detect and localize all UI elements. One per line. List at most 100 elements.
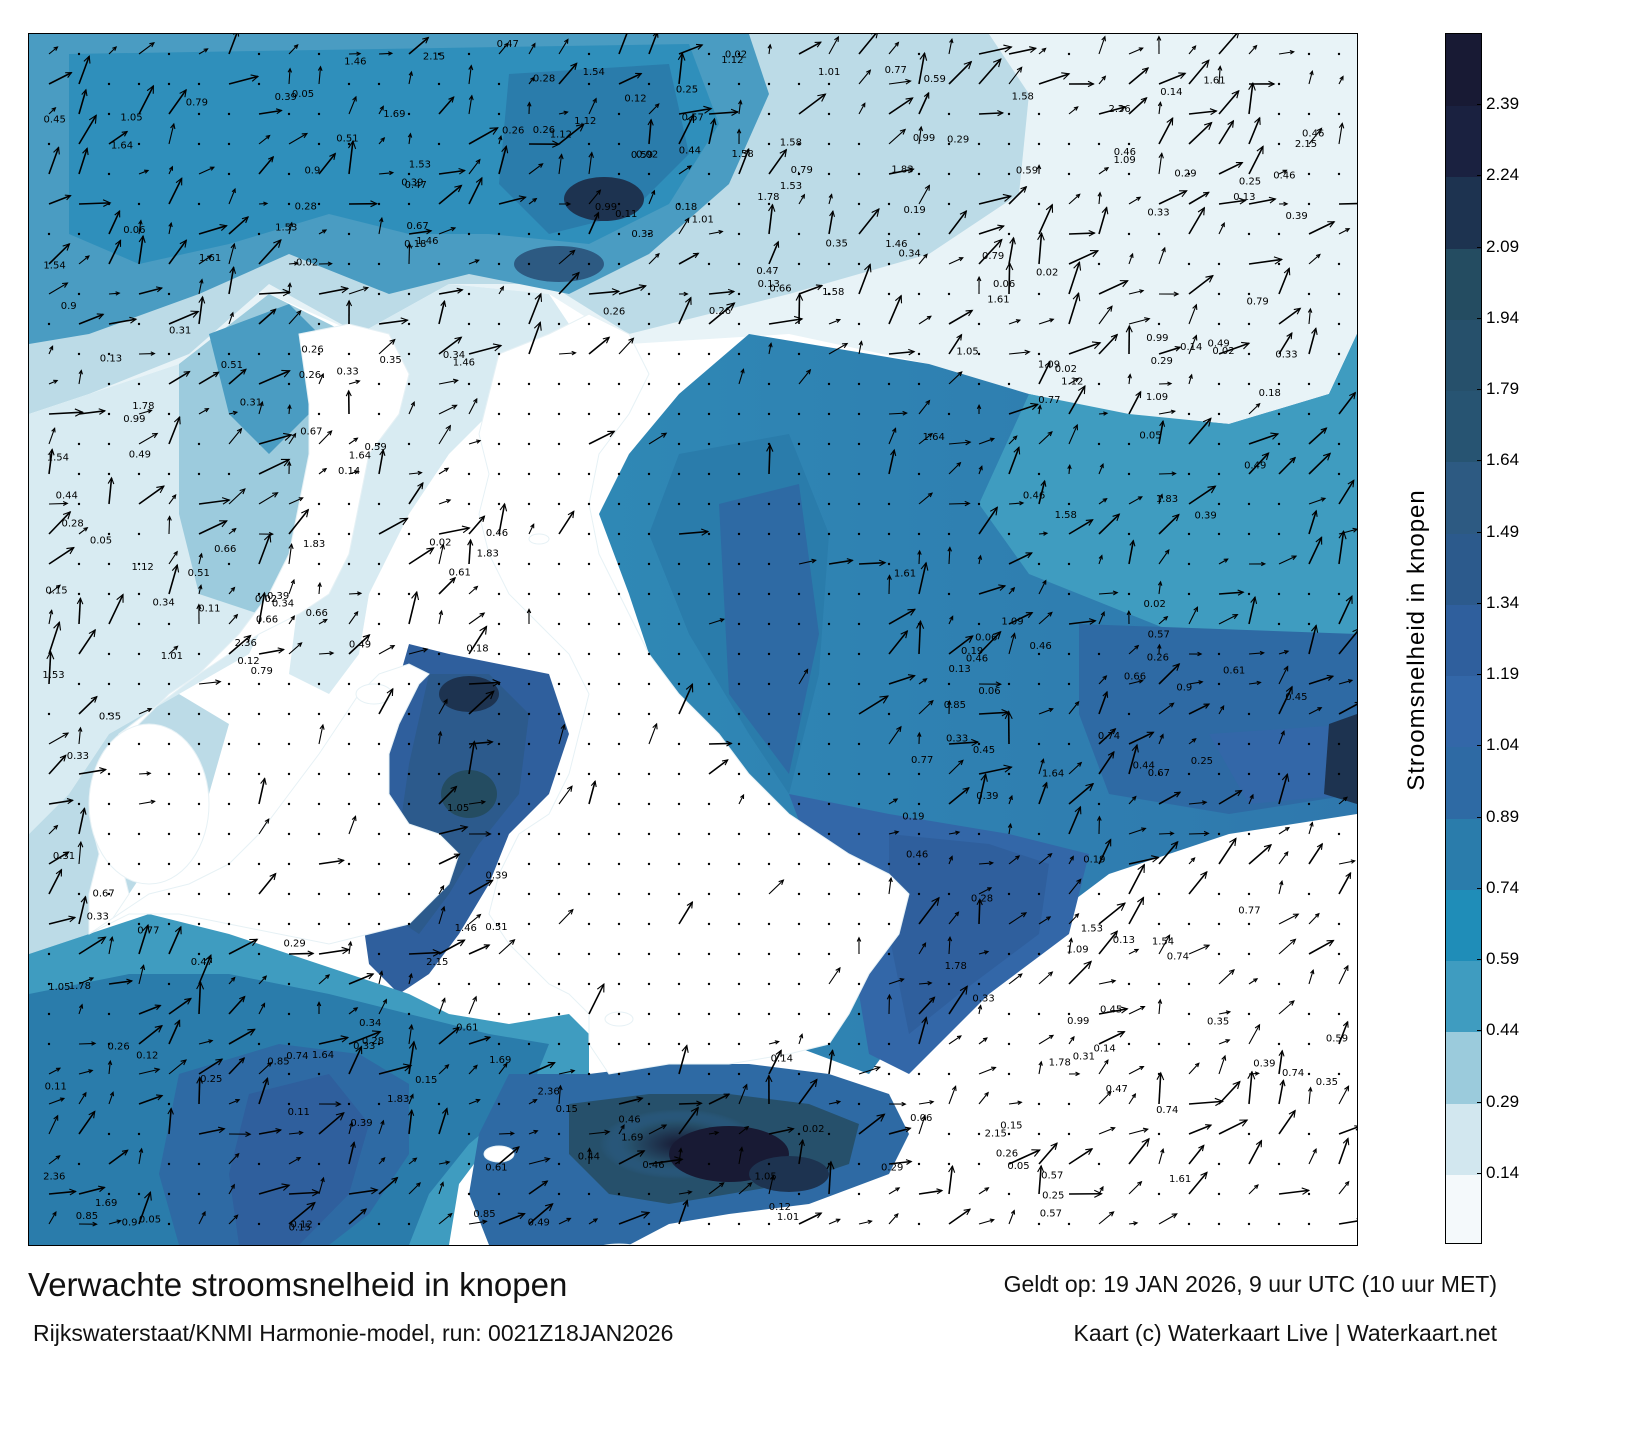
current-arrow xyxy=(1008,587,1015,595)
current-arrow xyxy=(408,951,440,955)
current-arrow-head xyxy=(1106,305,1113,312)
current-arrow-head xyxy=(1099,1185,1104,1191)
current-arrow xyxy=(948,831,960,835)
current-arrow-head xyxy=(142,923,150,933)
current-arrow-head xyxy=(1098,554,1103,560)
current-arrow-head xyxy=(1205,1124,1213,1130)
current-arrow xyxy=(918,92,930,115)
current-arrow-head xyxy=(112,46,118,51)
current-arrow-head xyxy=(886,574,892,581)
grid-dot xyxy=(467,1162,471,1166)
current-arrow xyxy=(828,1050,834,1075)
current-arrow xyxy=(738,1182,752,1195)
value-label: 0.14 xyxy=(338,466,360,477)
current-arrow xyxy=(1188,191,1210,205)
current-arrow xyxy=(198,166,215,175)
current-arrow-head xyxy=(167,515,172,521)
grid-dot xyxy=(407,322,411,326)
current-arrow xyxy=(318,229,327,235)
grid-dot xyxy=(77,502,81,506)
grid-dot xyxy=(617,592,621,596)
current-arrow-head xyxy=(1139,1065,1145,1071)
current-arrow-head xyxy=(1134,948,1140,953)
grid-dot xyxy=(917,292,921,296)
current-arrow xyxy=(1128,374,1131,385)
value-label: 0.25 xyxy=(1191,756,1213,767)
current-arrow-head xyxy=(527,101,532,107)
current-arrow xyxy=(678,297,692,325)
current-arrow xyxy=(1278,1050,1284,1075)
grid-dot xyxy=(947,1072,951,1076)
current-arrow xyxy=(588,430,615,445)
current-arrow xyxy=(228,996,246,1015)
current-arrow xyxy=(888,878,892,895)
grid-dot xyxy=(617,772,621,776)
current-arrow xyxy=(78,148,88,175)
current-arrow xyxy=(378,645,395,655)
grid-dot xyxy=(977,352,981,356)
current-speed-map[interactable]: 0.28 0.29 0.33 0.35 0.34 0.46 0.49 0.39 0.06 0.26… xyxy=(28,33,1358,1246)
current-arrow xyxy=(318,948,349,955)
grid-dot xyxy=(137,142,141,146)
current-arrow-head xyxy=(432,949,442,957)
current-arrow xyxy=(858,34,877,55)
grid-dot xyxy=(287,172,291,176)
current-arrow xyxy=(888,798,898,805)
current-arrow-head xyxy=(53,1114,59,1121)
colorbar-band xyxy=(1446,1173,1481,1243)
grid-dot xyxy=(647,502,651,506)
current-arrow xyxy=(1128,731,1154,745)
current-arrow xyxy=(198,408,209,415)
current-arrow-head xyxy=(929,996,936,1003)
grid-dot xyxy=(707,442,711,446)
grid-dot xyxy=(137,1192,141,1196)
grid-dot xyxy=(737,592,741,596)
grid-dot xyxy=(977,1132,981,1136)
current-arrow-head xyxy=(917,731,922,737)
current-arrow xyxy=(678,683,694,715)
current-arrow-head xyxy=(947,699,952,706)
current-arrow xyxy=(1338,965,1349,985)
current-arrow-head xyxy=(569,249,576,256)
current-arrow xyxy=(1218,1039,1230,1045)
grid-dot xyxy=(827,802,831,806)
current-arrow xyxy=(1128,897,1145,925)
current-arrow xyxy=(108,318,137,325)
current-arrow-head xyxy=(232,410,239,416)
current-arrow-head xyxy=(956,1035,962,1040)
current-arrow xyxy=(828,1218,840,1225)
current-arrow-head xyxy=(959,209,968,219)
grid-dot xyxy=(1337,352,1341,356)
current-arrow xyxy=(1008,447,1020,475)
grid-dot xyxy=(167,712,171,716)
current-arrow-head xyxy=(236,427,243,434)
grid-dot xyxy=(107,562,111,566)
grid-dot xyxy=(857,922,861,926)
grid-dot xyxy=(167,742,171,746)
current-arrow-head xyxy=(297,642,303,647)
grid-dot xyxy=(797,1132,801,1136)
current-arrow xyxy=(1188,59,1210,85)
grid-dot xyxy=(947,892,951,896)
grid-dot xyxy=(917,1222,921,1226)
current-arrow-head xyxy=(503,1062,508,1068)
value-label: 0.99 xyxy=(1146,333,1168,344)
current-arrow xyxy=(1038,204,1054,235)
current-arrow xyxy=(348,380,360,385)
current-arrow xyxy=(498,939,515,955)
value-label: 0.66 xyxy=(306,608,328,619)
grid-dot xyxy=(107,1042,111,1046)
map-canvas: 0.280.290.330.350.340.460.490.390.060.26… xyxy=(29,34,1357,1245)
grid-dot xyxy=(647,892,651,896)
current-arrow xyxy=(798,1212,822,1225)
current-arrow xyxy=(1248,258,1282,265)
current-arrow xyxy=(1188,275,1214,295)
grid-dot xyxy=(557,862,561,866)
current-arrow xyxy=(318,974,330,985)
grid-dot xyxy=(167,622,171,626)
grid-dot xyxy=(617,172,621,176)
grid-dot xyxy=(347,772,351,776)
grid-dot xyxy=(107,532,111,536)
current-arrow-head xyxy=(282,288,292,297)
current-arrow-head xyxy=(275,1127,283,1134)
